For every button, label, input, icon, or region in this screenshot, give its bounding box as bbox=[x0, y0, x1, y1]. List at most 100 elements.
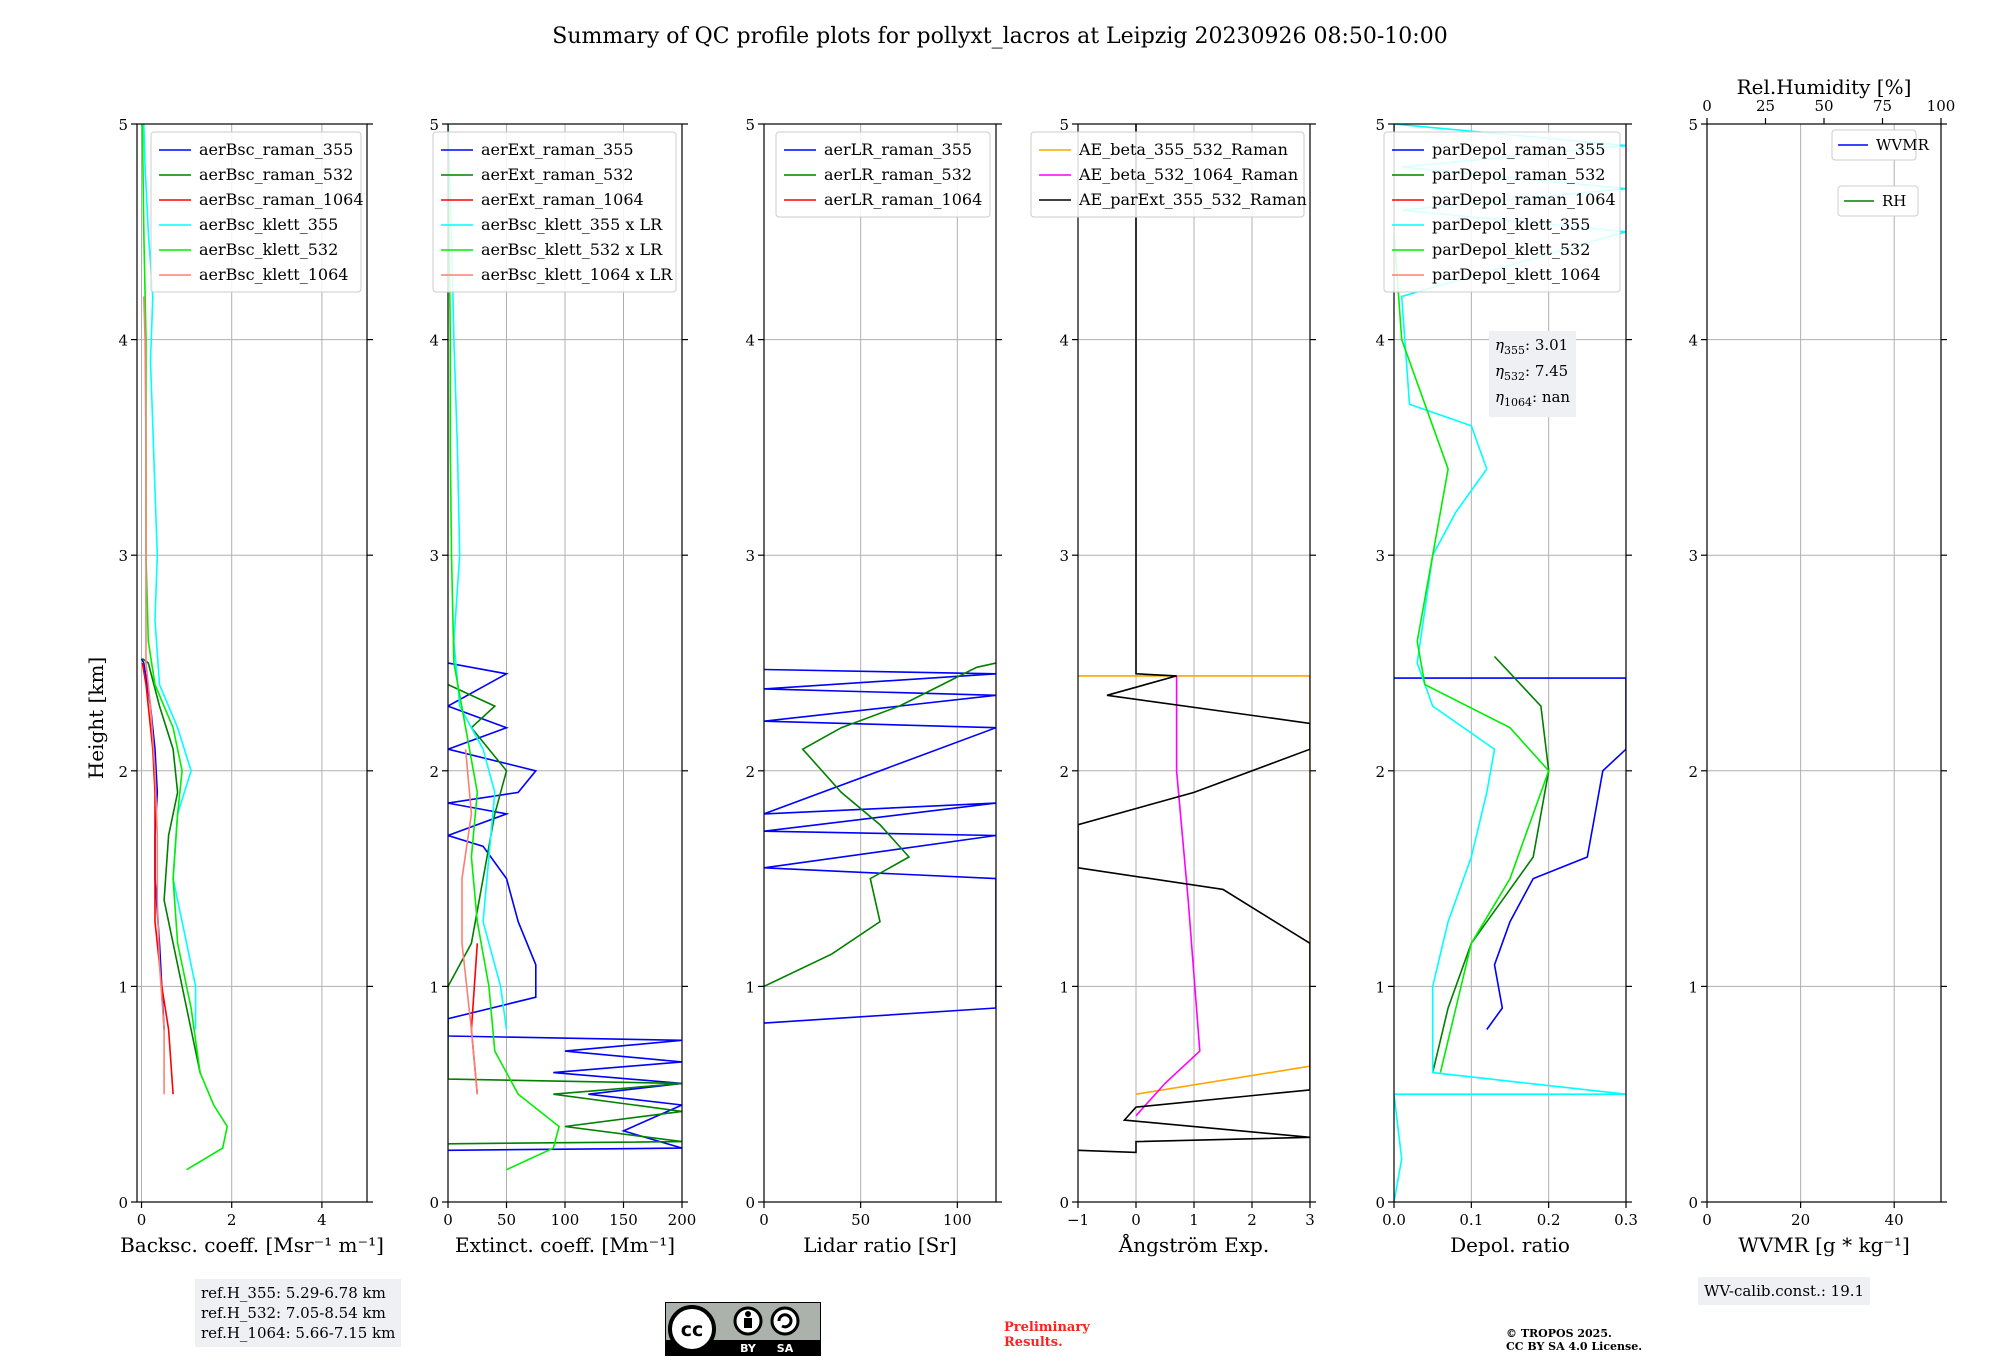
y-axis-label: Height [km] bbox=[84, 657, 108, 779]
top-x-tick-label: 25 bbox=[1756, 97, 1775, 115]
x-tick-label: 2 bbox=[227, 1211, 237, 1229]
x-tick-label: 4 bbox=[317, 1211, 327, 1229]
x-tick-label: 0 bbox=[443, 1211, 453, 1229]
y-tick-label: 1 bbox=[1375, 978, 1385, 996]
y-tick-label: 3 bbox=[118, 547, 128, 565]
legend-label: parDepol_raman_355 bbox=[1432, 140, 1605, 159]
legend-box bbox=[1831, 129, 1917, 161]
series-line bbox=[764, 668, 996, 1024]
x-tick-label: 0.3 bbox=[1614, 1211, 1638, 1229]
legend-label: parDepol_klett_1064 bbox=[1432, 265, 1601, 284]
eta-532: η532: 7.45 bbox=[1495, 362, 1569, 383]
legend-label: AE_beta_532_1064_Raman bbox=[1078, 165, 1298, 184]
x-tick-label: −1 bbox=[1067, 1211, 1089, 1229]
y-tick-label: 3 bbox=[1688, 547, 1698, 565]
legend-box bbox=[1837, 185, 1919, 217]
legend-label: aerLR_raman_532 bbox=[824, 165, 972, 184]
x-tick-label: 0 bbox=[137, 1211, 147, 1229]
x-tick-label: 40 bbox=[1885, 1211, 1904, 1229]
ref-height-355: ref.H_355: 5.29-6.78 km bbox=[201, 1284, 386, 1302]
y-tick-label: 5 bbox=[1375, 116, 1385, 134]
eta-1064: η1064: nan bbox=[1495, 388, 1571, 409]
series-line bbox=[448, 124, 561, 1171]
y-tick-label: 1 bbox=[1688, 978, 1698, 996]
legend-label: RH bbox=[1882, 192, 1906, 210]
legend-label: aerLR_raman_1064 bbox=[824, 190, 982, 209]
legend-label: aerExt_raman_355 bbox=[481, 140, 634, 159]
x-tick-label: 50 bbox=[497, 1211, 516, 1229]
legend-label: aerExt_raman_1064 bbox=[481, 190, 644, 209]
y-tick-label: 2 bbox=[745, 763, 755, 781]
y-tick-label: 0 bbox=[1375, 1194, 1385, 1212]
legend-box bbox=[150, 131, 362, 293]
eta-355: η355: 3.01 bbox=[1495, 336, 1569, 357]
svg-text:cc: cc bbox=[681, 1319, 704, 1341]
series-line bbox=[141, 662, 174, 1095]
series-line bbox=[448, 662, 682, 1152]
legend-label: aerBsc_raman_532 bbox=[199, 165, 353, 184]
series-line bbox=[1078, 675, 1310, 1095]
ref-height-532: ref.H_532: 7.05-8.54 km bbox=[201, 1304, 386, 1322]
y-tick-label: 2 bbox=[429, 763, 439, 781]
x-axis-label: Depol. ratio bbox=[1450, 1233, 1570, 1257]
legend-label: aerBsc_klett_355 bbox=[199, 215, 338, 234]
x-axis-label: Ångström Exp. bbox=[1118, 1232, 1269, 1257]
x-tick-label: 0 bbox=[1131, 1211, 1141, 1229]
legend-label: aerBsc_klett_355 x LR bbox=[481, 215, 663, 234]
y-tick-label: 5 bbox=[745, 116, 755, 134]
legend-box bbox=[432, 131, 677, 293]
preliminary-line-2: Results. bbox=[1004, 1335, 1063, 1350]
y-tick-label: 3 bbox=[429, 547, 439, 565]
series-line bbox=[143, 296, 165, 1095]
license-line-2: CC BY SA 4.0 License. bbox=[1506, 1340, 1643, 1353]
cc-by-sa-badge: cc BY SA bbox=[665, 1302, 821, 1356]
sa-icon bbox=[770, 1306, 800, 1336]
y-tick-label: 4 bbox=[1059, 332, 1069, 350]
legend-label: aerBsc_klett_1064 x LR bbox=[481, 265, 673, 284]
legend-label: parDepol_raman_1064 bbox=[1432, 190, 1616, 209]
x-axis-label: WVMR [g * kg⁻¹] bbox=[1738, 1233, 1910, 1257]
legend-label: aerBsc_klett_532 bbox=[199, 240, 338, 259]
y-tick-label: 1 bbox=[118, 978, 128, 996]
legend-box bbox=[1383, 131, 1621, 293]
figure-title: Summary of QC profile plots for pollyxt_… bbox=[552, 24, 1447, 49]
legend-label: parDepol_klett_532 bbox=[1432, 240, 1590, 259]
cc-by-label: BY bbox=[740, 1342, 757, 1355]
series-line bbox=[1431, 655, 1550, 1073]
y-tick-label: 0 bbox=[1688, 1194, 1698, 1212]
plot-frame bbox=[763, 123, 997, 1203]
y-tick-label: 2 bbox=[1059, 763, 1069, 781]
y-tick-label: 0 bbox=[745, 1194, 755, 1212]
x-tick-label: 0.0 bbox=[1382, 1211, 1406, 1229]
y-tick-label: 4 bbox=[118, 332, 128, 350]
y-tick-label: 5 bbox=[118, 116, 128, 134]
panel-5: 0 1 2 3 4 5 0.0 0.1 0.2 0.3 Depol. ratio parDepol_r… bbox=[1375, 116, 1637, 1257]
top-x-tick-label: 50 bbox=[1814, 97, 1833, 115]
y-tick-label: 2 bbox=[1688, 763, 1698, 781]
legend-label: aerLR_raman_355 bbox=[824, 140, 972, 159]
legend-label: parDepol_raman_532 bbox=[1432, 165, 1605, 184]
ref-height-box: ref.H_355: 5.29-6.78 km ref.H_532: 7.05-… bbox=[195, 1279, 402, 1347]
license-line-1: © TROPOS 2025. bbox=[1506, 1327, 1612, 1340]
series-line bbox=[461, 749, 479, 1095]
panel-1: 0 1 2 3 4 5 0 2 4 Backsc. coeff. [Msr⁻¹ m⁻¹] aerBs… bbox=[118, 116, 383, 1257]
legend-label: aerBsc_klett_1064 bbox=[199, 265, 348, 284]
series-line bbox=[764, 662, 996, 988]
y-tick-label: 5 bbox=[1059, 116, 1069, 134]
preliminary-line-1: Preliminary bbox=[1004, 1320, 1090, 1335]
y-tick-label: 1 bbox=[745, 978, 755, 996]
x-tick-label: 150 bbox=[609, 1211, 638, 1229]
series-line bbox=[448, 124, 508, 1030]
legend-label: aerBsc_klett_532 x LR bbox=[481, 240, 663, 259]
series-line bbox=[448, 683, 682, 1145]
plot-frame bbox=[1393, 123, 1627, 1203]
y-tick-label: 1 bbox=[429, 978, 439, 996]
x-axis-label: Extinct. coeff. [Mm⁻¹] bbox=[455, 1233, 675, 1257]
y-tick-label: 4 bbox=[1375, 332, 1385, 350]
y-tick-label: 4 bbox=[1688, 332, 1698, 350]
x-tick-label: 0 bbox=[1702, 1211, 1712, 1229]
